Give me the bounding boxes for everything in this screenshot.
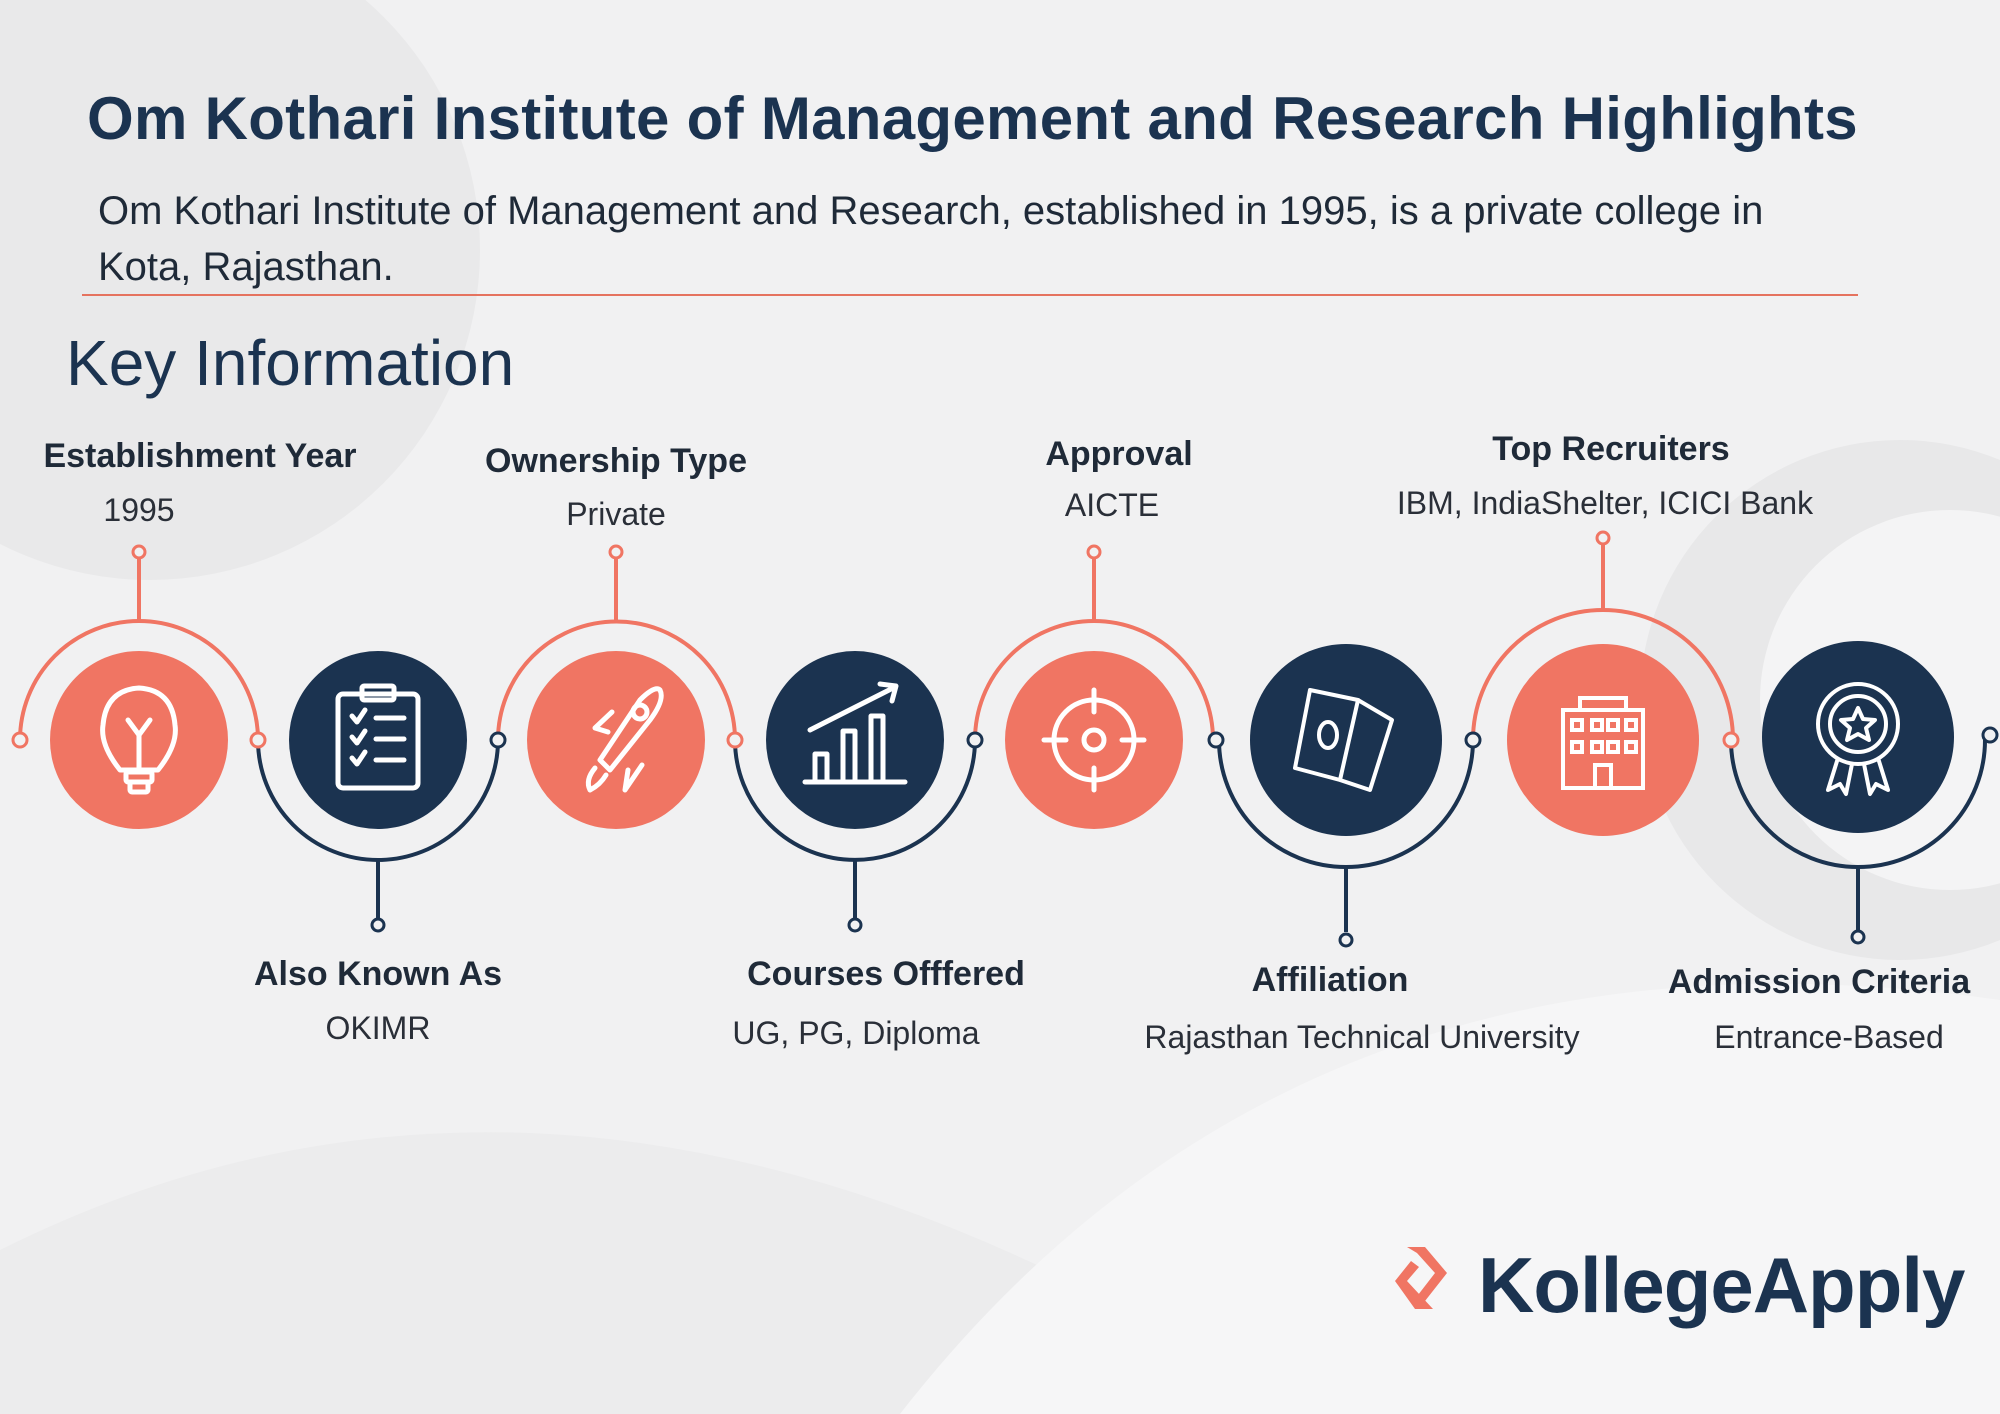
kollegeapply-logo-text: KollegeApply [1478, 1241, 1965, 1329]
admission-criteria-value: Entrance-Based [1714, 1019, 1944, 1055]
establishment-year-label: Establishment Year [43, 437, 357, 475]
courses-offered-value: UG, PG, Diploma [732, 1015, 980, 1051]
also-known-as-label: Also Known As [253, 955, 503, 993]
bar-chart-growth-icon [802, 681, 908, 785]
money-icon [1293, 688, 1394, 792]
page-title: Om Kothari Institute of Management and R… [87, 85, 1858, 152]
affiliation-label: Affiliation [1251, 961, 1409, 999]
timeline-node-courses-offered [726, 651, 977, 933]
courses-offered-label: Courses Offfered [747, 955, 1025, 993]
timeline-node-establishment-year [11, 544, 260, 829]
timeline-node-top-recruiters [1464, 530, 1735, 836]
timeline-node-affiliation [1207, 644, 1475, 948]
timeline-node-also-known-as [249, 651, 500, 933]
lightbulb-icon [100, 685, 178, 795]
approval-value: AICTE [1064, 487, 1160, 523]
building-icon [1561, 696, 1645, 790]
ownership-type-value: Private [566, 496, 666, 532]
top-recruiters-label: Top Recruiters [1492, 430, 1730, 468]
top-recruiters-value: IBM, IndiaShelter, ICICI Bank [1396, 485, 1814, 521]
affiliation-value: Rajasthan Technical University [1144, 1019, 1580, 1055]
section-title: Key Information [66, 327, 515, 399]
timeline-node-ownership-type [489, 544, 737, 829]
admission-criteria-label: Admission Criteria [1667, 963, 1971, 1001]
clipboard-checklist-icon [335, 683, 421, 791]
award-badge-icon [1816, 682, 1900, 796]
establishment-year-value: 1995 [103, 492, 175, 528]
ownership-type-label: Ownership Type [485, 442, 747, 480]
divider [82, 294, 1858, 296]
target-icon [1041, 687, 1147, 793]
approval-label: Approval [1045, 435, 1193, 473]
also-known-as-value: OKIMR [325, 1010, 431, 1046]
rocket-icon [585, 686, 664, 793]
timeline-node-approval [966, 544, 1215, 829]
page-description: Om Kothari Institute of Management and R… [98, 189, 1764, 289]
kollegeapply-logo-icon [1395, 1247, 1447, 1309]
timeline-node-admission-criteria [1722, 641, 1999, 945]
